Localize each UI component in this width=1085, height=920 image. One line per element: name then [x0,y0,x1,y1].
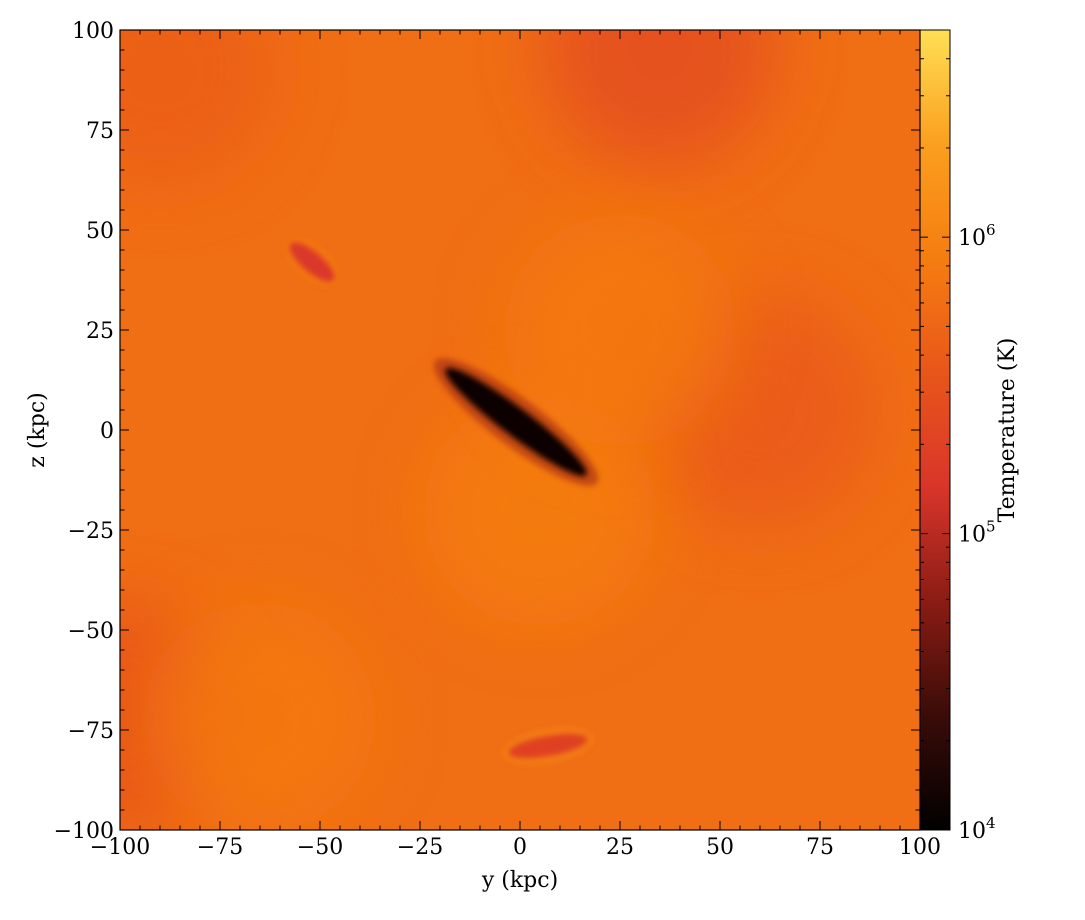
colorbar-tick-exponent: 5 [986,518,996,536]
cool-filament [285,237,339,287]
x-tick-label: 50 [706,835,734,860]
y-tick-label: −100 [54,819,114,844]
y-tick-label: −50 [68,619,114,644]
axes: −100 −75 −50 −25 0 25 50 75 100 −100 −75 −50 −25 0 25 5… [54,19,941,860]
colorbar-gradient [919,29,951,831]
colorbar-tick-label: 105 [958,518,996,548]
x-axis-label: y (kpc) [481,868,558,893]
x-tick-label: 100 [899,835,941,860]
colorbar-tick-label: 104 [958,814,996,844]
warm-region [544,30,776,166]
colorbar-tick-label: 106 [958,221,996,251]
hot-region [144,602,376,830]
y-tick-label: 75 [86,119,114,144]
x-tick-label: −100 [90,835,150,860]
x-tick-label: 25 [606,835,634,860]
colorbar-tick-exponent: 6 [986,221,996,239]
y-tick-label: 25 [86,319,114,344]
x-tick-label: 75 [806,835,834,860]
cool-filament [502,727,594,765]
cold-disk [433,358,599,486]
y-tick-label: −75 [68,719,114,744]
x-tick-label: −50 [297,835,343,860]
y-tick-label: −25 [68,519,114,544]
x-tick-label: −75 [197,835,243,860]
colorbar: 104 105 106 [919,29,996,844]
y-tick-label: 100 [72,19,114,44]
y-tick-label: 50 [86,219,114,244]
hot-region [424,394,656,626]
colorbar-label: Temperature (K) [995,338,1020,523]
colorbar-tick-exponent: 4 [986,814,996,832]
y-tick-label: 0 [100,419,114,444]
hot-region [504,214,736,446]
warm-region [120,30,276,186]
x-tick-label: −25 [397,835,443,860]
temperature-map [120,30,920,830]
y-axis-label: z (kpc) [25,392,50,468]
x-tick-label: 0 [513,835,527,860]
